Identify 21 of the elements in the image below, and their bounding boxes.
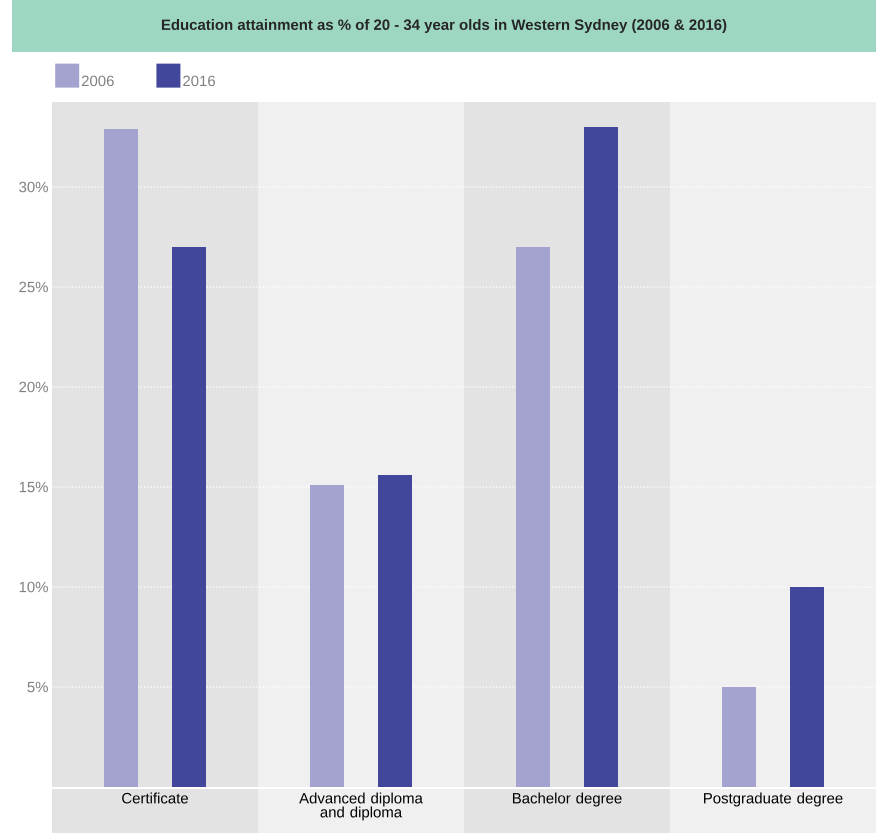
x-tick-label: Certificate [122, 792, 188, 804]
chart-title: Education attainment as % of 20 - 34 year olds in Western Sydney (2006 & 2016) [162, 19, 726, 33]
x-tick-label: Bachelor degree [512, 792, 622, 806]
x-tick-label: Postgraduate degree [704, 792, 843, 806]
bar [516, 246, 550, 787]
bar [172, 246, 206, 787]
bar [790, 586, 824, 787]
bar [104, 128, 138, 787]
x-tick-label: Advanced diploma and diploma [299, 792, 423, 820]
legend-label: 2006 [82, 76, 114, 86]
y-tick-label: 15% [20, 482, 48, 492]
y-tick-label: 30% [19, 182, 48, 192]
y-tick-label: 20% [19, 382, 48, 392]
bar [378, 474, 412, 787]
y-tick-label: 5% [27, 682, 48, 692]
legend-label: 2016 [183, 76, 215, 86]
bar [584, 126, 618, 787]
y-tick-label: 25% [19, 282, 48, 292]
y-tick-label: 10% [20, 582, 48, 592]
bar [722, 687, 756, 787]
bar [310, 484, 344, 787]
